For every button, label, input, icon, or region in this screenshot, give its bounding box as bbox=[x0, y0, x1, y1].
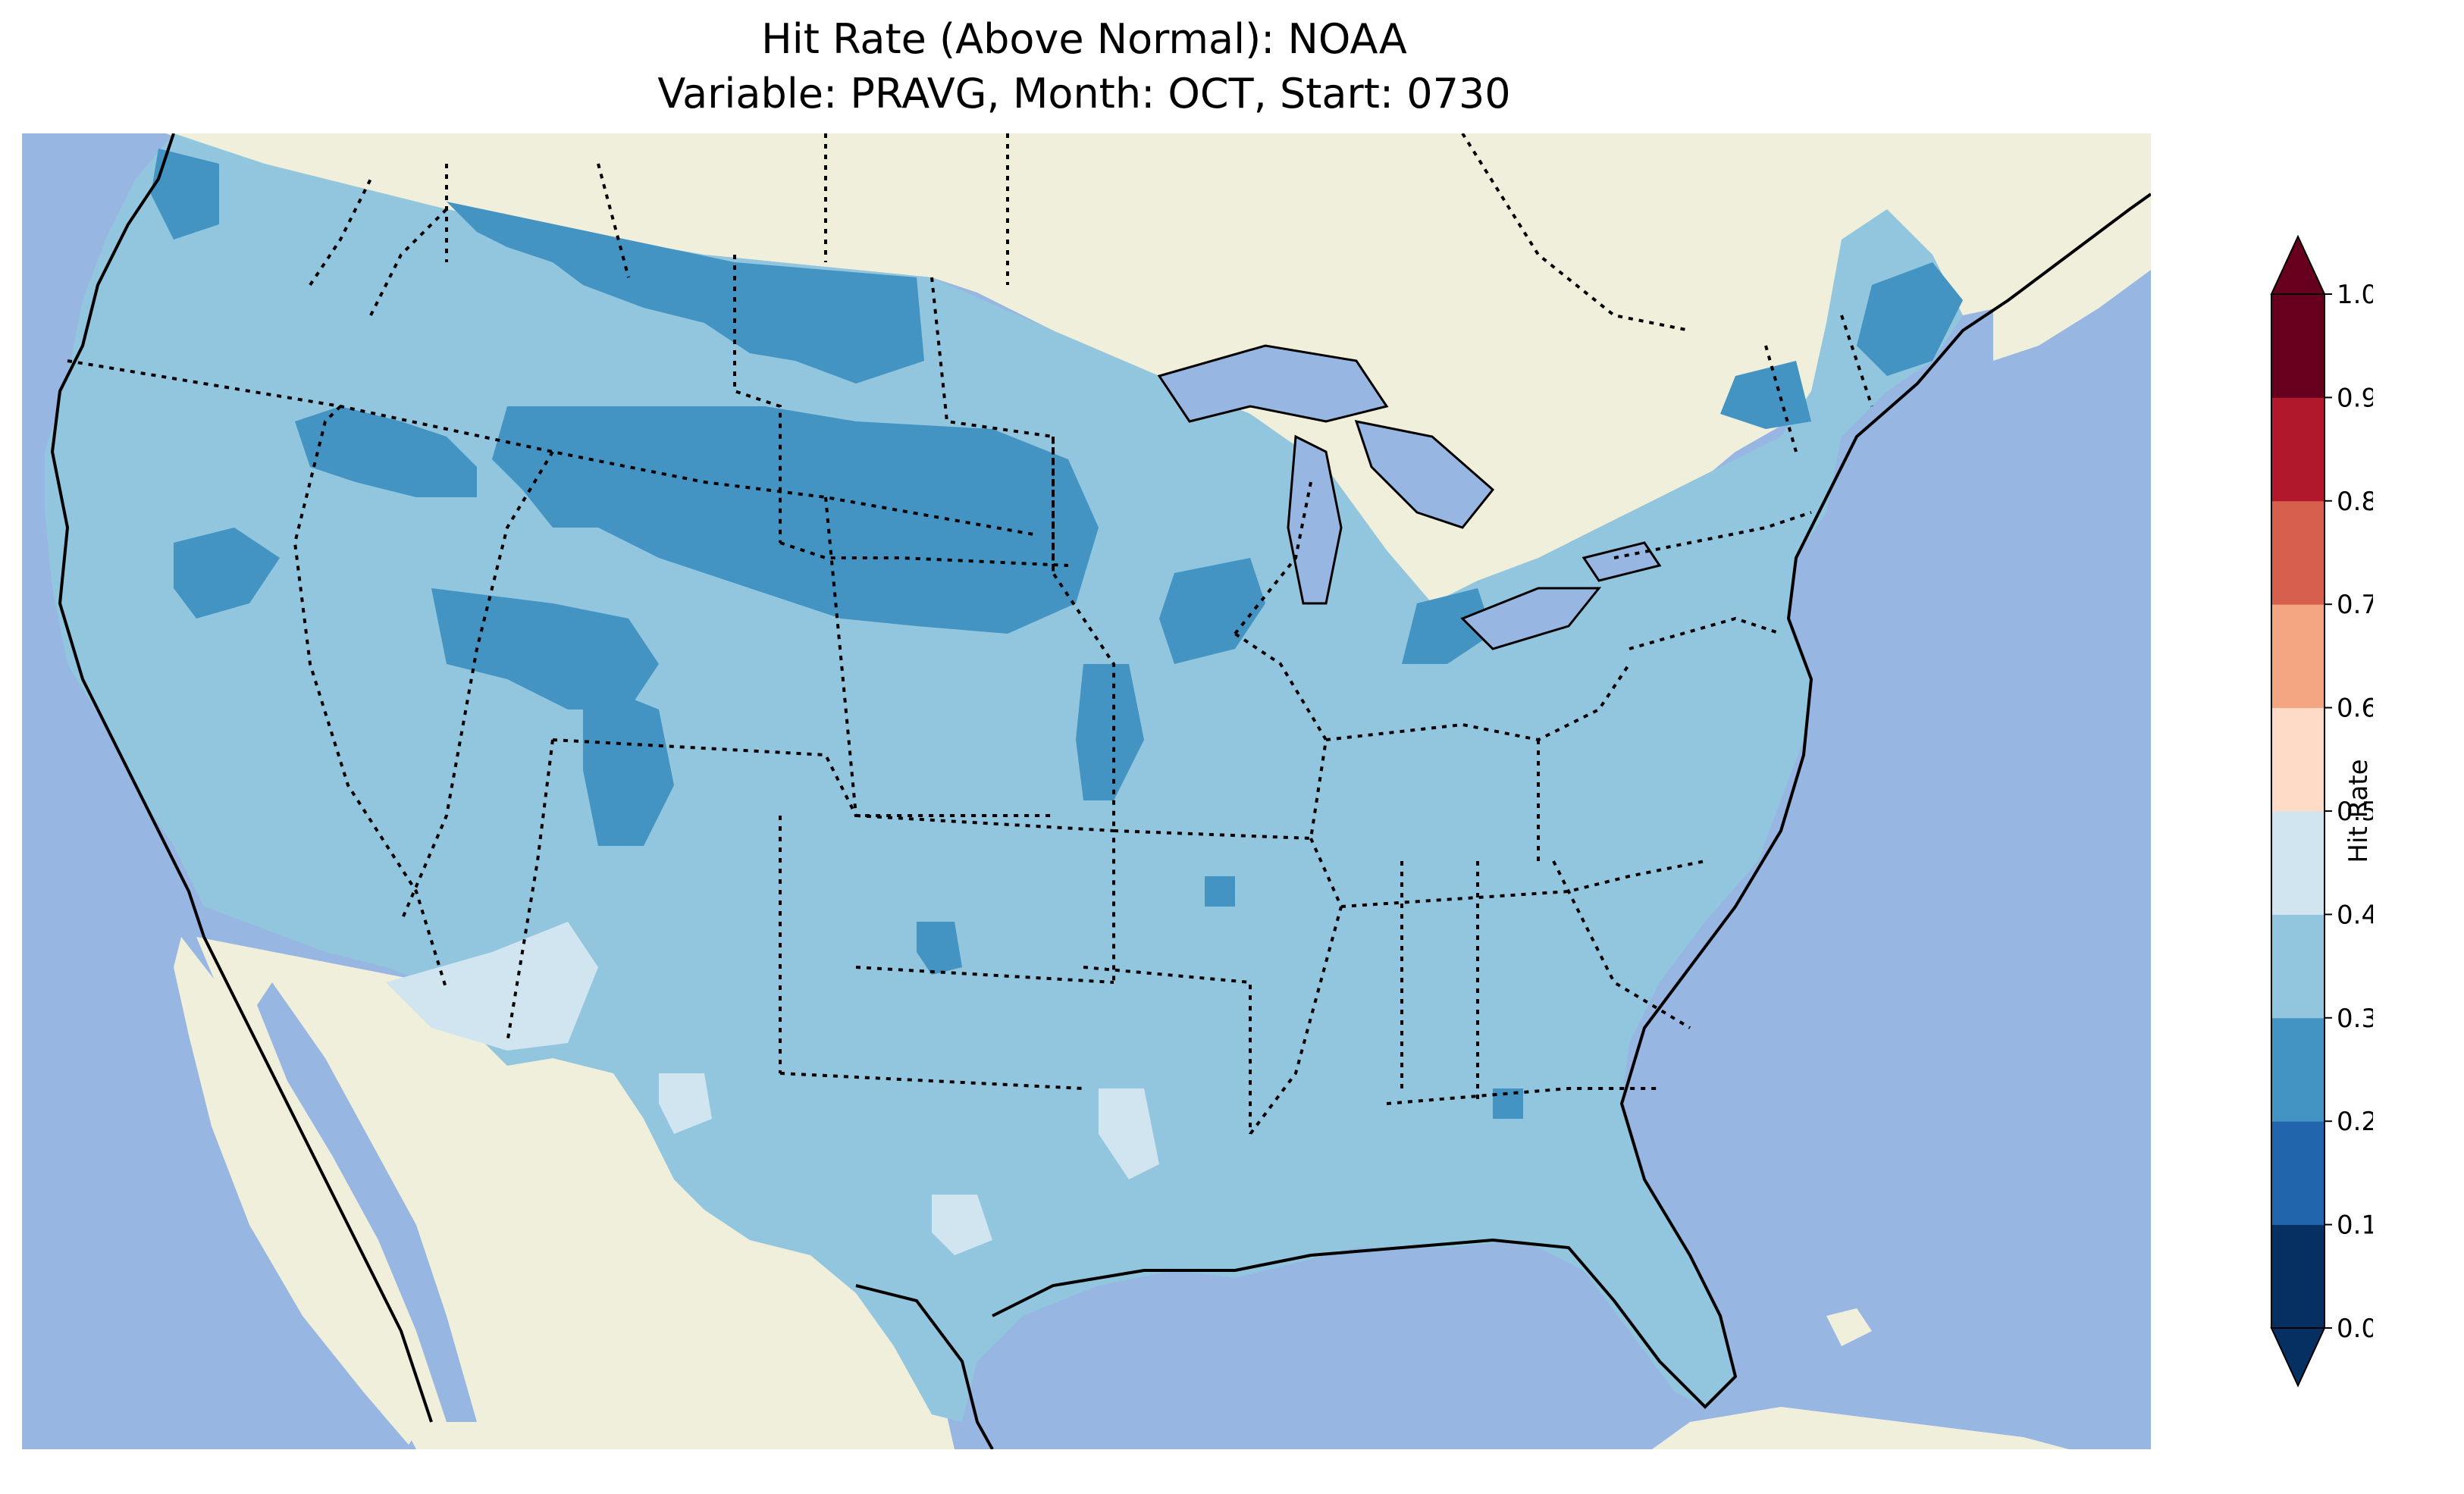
map-panel bbox=[22, 132, 2152, 1450]
gulf-of-california bbox=[257, 982, 477, 1422]
colorbar: 0.0 0.1 0.2 0.3 0.4 0.5 0.6 0.7 0.8 0.9 1.0 Hit Ra… bbox=[2267, 234, 2378, 1388]
hit-rate-0.2-0.3-patches bbox=[151, 149, 1963, 1119]
map-title: Hit Rate (Above Normal): NOAA bbox=[761, 15, 1407, 63]
colorbar-tick-label: 0.4 bbox=[2337, 900, 2373, 930]
hit-rate-0.4-0.5-patches bbox=[386, 376, 1341, 1255]
colorbar-tick-label: 0.7 bbox=[2337, 590, 2373, 620]
baja-land bbox=[174, 937, 424, 1445]
colorbar-svg: 0.0 0.1 0.2 0.3 0.4 0.5 0.6 0.7 0.8 0.9 1.0 Hit Ra… bbox=[2270, 234, 2378, 1388]
colorbar-tick-label: 0.1 bbox=[2337, 1211, 2373, 1241]
bahamas-land bbox=[1826, 1308, 1872, 1346]
great-lakes bbox=[1157, 344, 1662, 650]
colorbar-tick-label: 1.0 bbox=[2337, 280, 2373, 310]
colorbar-bin bbox=[2271, 604, 2324, 709]
colorbar-tick-label: 0.2 bbox=[2337, 1107, 2373, 1137]
colorbar-ticks: 0.0 0.1 0.2 0.3 0.4 0.5 0.6 0.7 0.8 0.9 1.0 bbox=[2324, 280, 2378, 1344]
colorbar-bin bbox=[2271, 914, 2324, 1019]
colorbar-tick-label: 0.5 bbox=[2337, 797, 2373, 827]
canada-land bbox=[166, 133, 2151, 634]
coastlines bbox=[50, 133, 2152, 1450]
colorbar-bin bbox=[2271, 1017, 2324, 1122]
colorbar-extend-top bbox=[2270, 234, 2326, 295]
colorbar-extend-bottom bbox=[2270, 1327, 2326, 1388]
colorbar-bin bbox=[2271, 294, 2324, 398]
colorbar-tick-label: 0.8 bbox=[2337, 487, 2373, 517]
colorbar-bin bbox=[2271, 1121, 2324, 1226]
colorbar-bin bbox=[2271, 811, 2324, 915]
map-subtitle: Variable: PRAVG, Month: OCT, Start: 0730 bbox=[657, 70, 1511, 117]
colorbar-tick-label: 0.3 bbox=[2337, 1004, 2373, 1034]
cuba-land bbox=[1652, 1407, 2069, 1449]
state-boundaries bbox=[67, 132, 1873, 1135]
maritimes-land bbox=[1993, 217, 2151, 361]
colorbar-tick-label: 0.0 bbox=[2337, 1314, 2373, 1344]
colorbar-label: Hit Rate bbox=[2343, 759, 2373, 863]
colorbar-bin bbox=[2271, 707, 2324, 812]
colorbar-bin bbox=[2271, 397, 2324, 502]
map-svg bbox=[22, 132, 2152, 1450]
colorbar-bin bbox=[2271, 500, 2324, 605]
colorbar-tick-label: 0.6 bbox=[2337, 694, 2373, 724]
mexico-land bbox=[196, 937, 955, 1449]
colorbar-bin bbox=[2271, 1224, 2324, 1329]
colorbar-tick-label: 0.9 bbox=[2337, 383, 2373, 413]
colorbar-bins bbox=[2271, 294, 2324, 1329]
